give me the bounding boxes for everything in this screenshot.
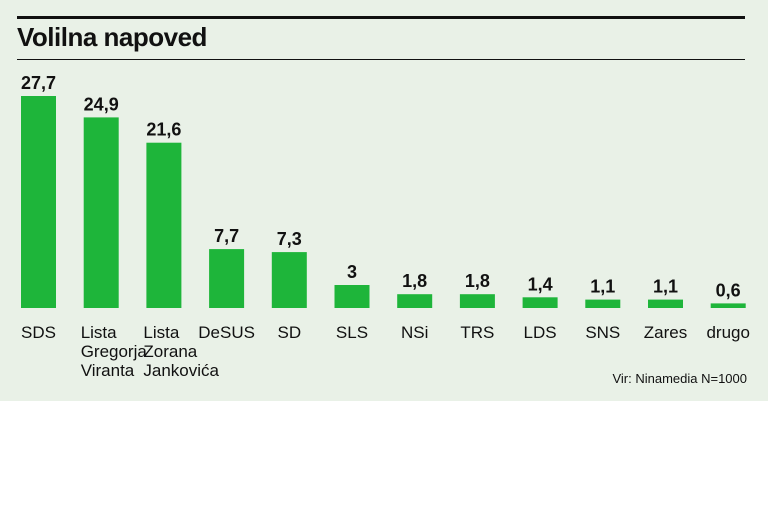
value-label-sds: 27,7 [21, 73, 56, 93]
category-label-desus: DeSUS [198, 323, 255, 342]
chart-panel: Volilna napoved 27,7 SDS 24,9 Lista Gregorja… [0, 0, 768, 401]
category-label-nsi: NSi [401, 323, 428, 342]
category-label-sds: SDS [21, 323, 56, 342]
category-label-sd: SD [277, 323, 301, 342]
bar-lista-zorana-jankovi-a [146, 142, 182, 308]
value-label-desus: 7,7 [214, 226, 239, 246]
bar-lds [522, 297, 558, 308]
source-note: Vir: Ninamedia N=1000 [612, 371, 747, 386]
bar-lista-gregorja-viranta [83, 117, 119, 309]
value-label-sd: 7,3 [277, 229, 302, 249]
value-label-nsi: 1,8 [402, 271, 427, 291]
value-label-sls: 3 [347, 262, 357, 282]
title-rule [17, 59, 745, 60]
bar-sd [271, 252, 307, 308]
bar-zares [648, 299, 683, 308]
value-label-drugo: 0,6 [716, 280, 741, 300]
top-rule [17, 16, 745, 19]
bar-trs [459, 294, 495, 308]
bar-drugo [710, 303, 746, 308]
value-label-lds: 1,4 [528, 274, 553, 294]
value-label-trs: 1,8 [465, 271, 490, 291]
category-label-lista-gregorja-viranta: Lista Gregorja Viranta [81, 323, 148, 380]
category-label-trs: TRS [460, 323, 494, 342]
chart-title: Volilna napoved [17, 22, 207, 52]
bar-sls [334, 285, 370, 308]
value-label-zares: 1,1 [653, 277, 678, 297]
bar-sds [21, 96, 56, 308]
value-label-lista-zorana-jankovi-a: 21,6 [146, 120, 181, 140]
bar-nsi [397, 294, 433, 308]
bar-desus [209, 249, 245, 308]
value-label-sns: 1,1 [590, 277, 615, 297]
category-label-sls: SLS [336, 323, 368, 342]
category-label-sns: SNS [585, 323, 620, 342]
bar-chart: 27,7 SDS 24,9 Lista Gregorja Viranta 21,6 Lista… [21, 73, 750, 380]
category-label-zares: Zares [644, 323, 687, 342]
value-label-lista-gregorja-viranta: 24,9 [84, 94, 119, 114]
category-label-drugo: drugo [706, 323, 749, 342]
category-label-lds: LDS [524, 323, 557, 342]
bar-sns [585, 299, 621, 308]
category-label-lista-zorana-jankovi-a: Lista Zorana Jankovića [143, 323, 219, 380]
